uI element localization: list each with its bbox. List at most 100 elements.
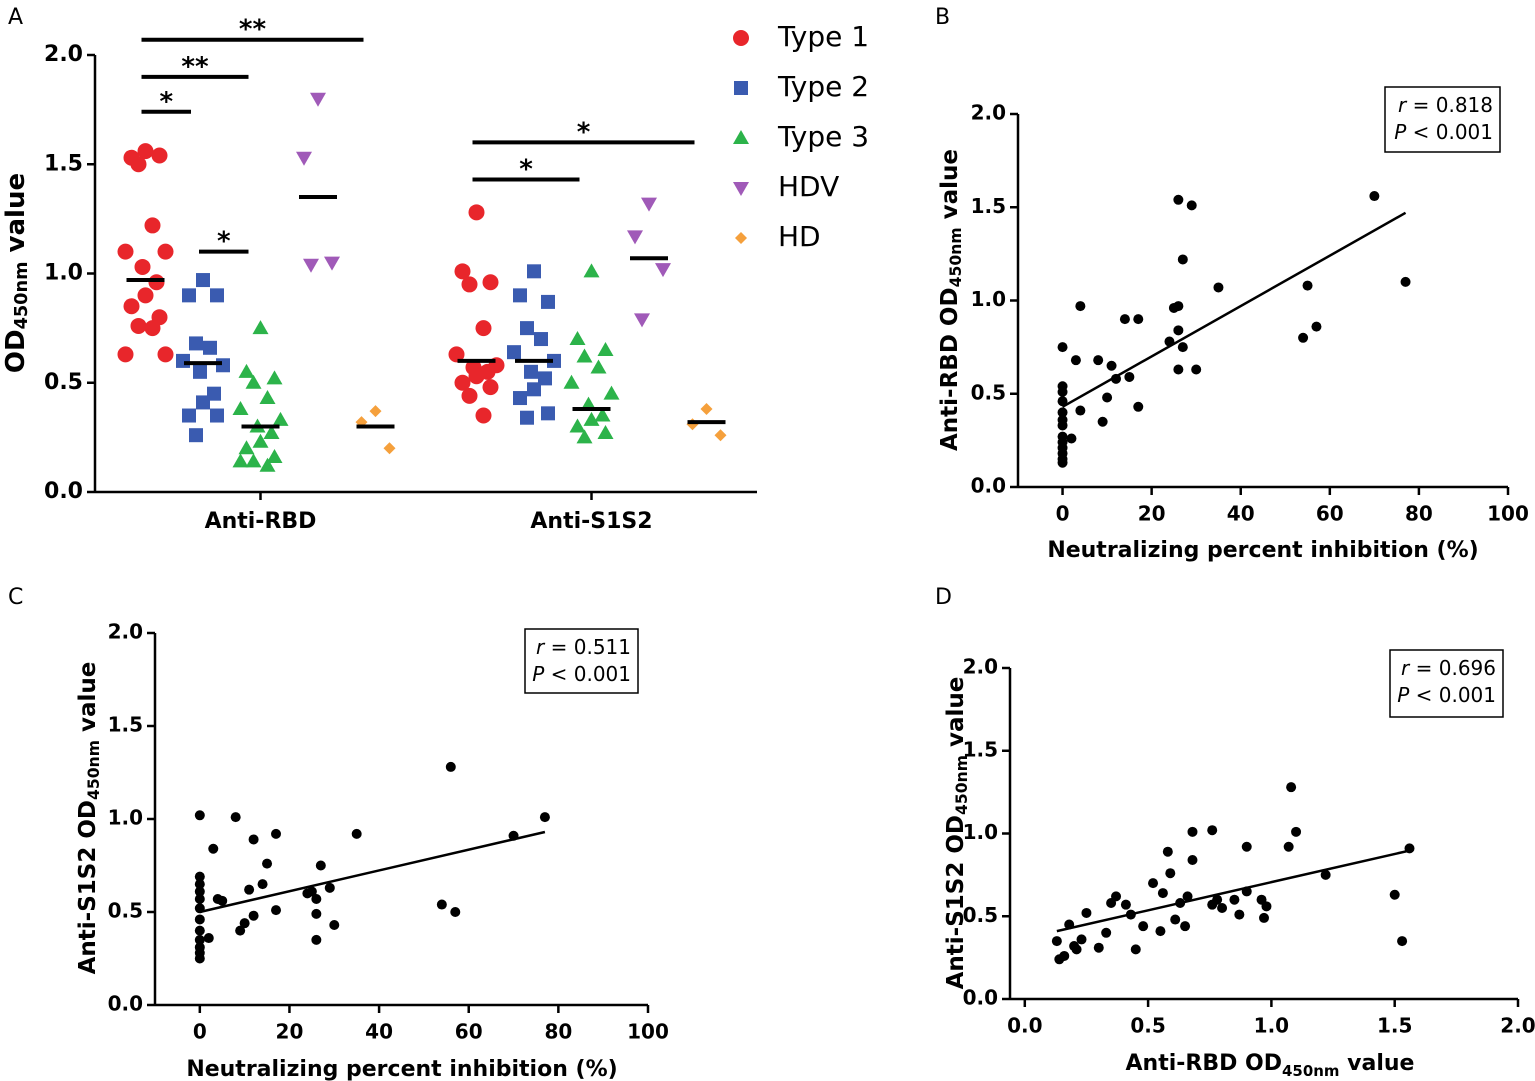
point	[194, 953, 205, 964]
point	[576, 348, 593, 363]
significance-label: *	[217, 227, 231, 257]
point	[239, 918, 250, 929]
point	[303, 258, 319, 273]
y-axis-label: Anti-S1S2 OD450nm value	[943, 677, 971, 990]
point	[1075, 301, 1086, 312]
point	[634, 313, 650, 328]
x-tick-label: 1.0	[1254, 1014, 1289, 1038]
x-tick-label: 80	[544, 1020, 572, 1044]
point	[1180, 921, 1191, 932]
label-part: 450nm	[946, 227, 965, 287]
annotation-box	[1384, 86, 1501, 153]
point	[130, 317, 147, 334]
point	[538, 371, 552, 386]
point	[252, 433, 269, 448]
point	[1071, 944, 1082, 955]
point	[1138, 921, 1149, 932]
y-tick-label: 1.5	[44, 151, 83, 176]
stat-value: < 0.001	[544, 662, 631, 686]
y-tick-label: 0.5	[963, 903, 998, 927]
legend-label: HD	[778, 220, 821, 253]
stat-symbol: r	[1401, 656, 1411, 680]
legend-label: Type 3	[777, 120, 869, 153]
point	[513, 288, 527, 303]
point	[520, 410, 534, 425]
annotation: r = 0.696	[1401, 656, 1496, 680]
x-tick-label: 40	[1227, 502, 1255, 526]
y-tick-label: 2.0	[971, 101, 1006, 125]
point	[1124, 371, 1135, 382]
point	[324, 256, 340, 271]
point	[482, 274, 499, 291]
point	[1187, 854, 1198, 865]
x-tick-label: Anti-RBD	[205, 509, 317, 534]
legend-marker	[733, 130, 749, 144]
panel-letter: C	[8, 585, 23, 610]
point	[232, 400, 249, 415]
x-tick-label: 1.5	[1377, 1014, 1412, 1038]
point	[700, 402, 713, 415]
annotation-box	[1389, 649, 1504, 718]
legend-marker	[733, 182, 749, 196]
stat-value: < 0.001	[1409, 683, 1496, 707]
point	[1291, 826, 1302, 837]
label-part: value	[943, 677, 969, 755]
point	[1111, 891, 1122, 902]
label-part: value	[1, 173, 31, 262]
point	[1097, 416, 1108, 427]
point	[1187, 826, 1198, 837]
point	[216, 358, 230, 373]
annotation: r = 0.818	[1398, 93, 1493, 117]
stat-symbol: P	[532, 662, 545, 686]
point	[527, 264, 541, 279]
stat-value: = 0.818	[1406, 93, 1493, 117]
point	[583, 411, 600, 426]
point	[1212, 894, 1223, 905]
point	[1311, 321, 1322, 332]
point	[482, 379, 499, 396]
point	[468, 368, 485, 385]
point	[1369, 191, 1380, 202]
point	[1170, 914, 1181, 925]
point	[1075, 405, 1086, 416]
panel-letter: D	[935, 585, 952, 610]
point	[137, 287, 154, 304]
point	[196, 273, 210, 288]
point	[194, 914, 205, 925]
point	[203, 933, 214, 944]
regression-line	[199, 830, 546, 914]
point	[450, 907, 461, 917]
point	[271, 905, 282, 916]
point	[182, 288, 196, 303]
point	[1051, 936, 1062, 947]
point	[1119, 314, 1130, 325]
point	[1397, 936, 1408, 947]
point	[1102, 392, 1113, 403]
point	[1173, 325, 1184, 336]
point	[1259, 912, 1269, 923]
point	[597, 341, 614, 356]
point	[1186, 200, 1197, 211]
regression-line	[1056, 848, 1413, 933]
point	[520, 321, 534, 336]
annotation-box	[524, 628, 639, 694]
x-tick-label: 20	[276, 1020, 304, 1044]
point	[1057, 396, 1068, 407]
point	[1400, 276, 1411, 287]
point	[194, 879, 205, 890]
point	[148, 274, 165, 291]
legend-marker	[734, 81, 748, 95]
point	[194, 871, 205, 882]
point	[475, 407, 492, 424]
point	[245, 374, 262, 389]
point	[1173, 301, 1184, 312]
point	[232, 453, 249, 468]
point	[117, 346, 134, 363]
y-tick-label: 0.0	[971, 474, 1006, 498]
point	[369, 405, 382, 418]
point	[217, 895, 228, 906]
point	[315, 860, 326, 871]
point	[310, 92, 326, 107]
